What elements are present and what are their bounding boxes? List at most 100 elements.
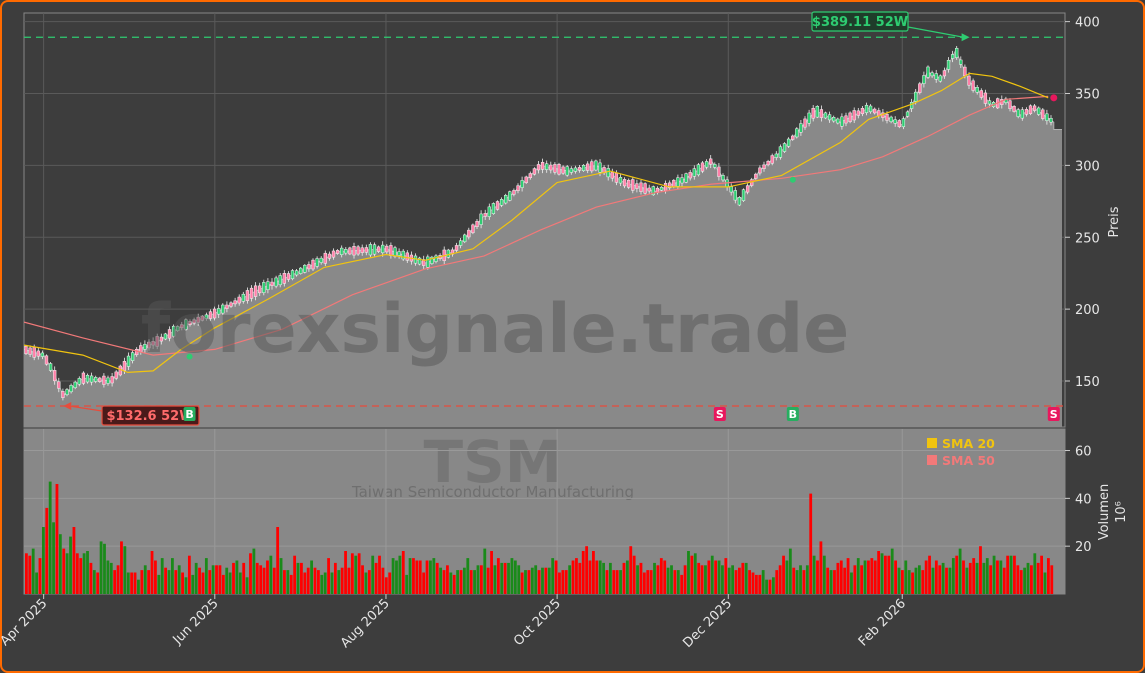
volume-bar: [300, 562, 303, 594]
candle-body: [836, 118, 840, 124]
volume-bar: [890, 548, 894, 594]
volume-bar: [272, 567, 276, 594]
candle-body: [627, 179, 631, 188]
ticker-watermark: TSM: [423, 428, 562, 496]
volume-bar: [598, 560, 602, 594]
volume-bar: [429, 560, 432, 594]
volume-bar: [972, 558, 976, 594]
candle-body: [803, 118, 807, 128]
candle-body: [672, 179, 676, 188]
volume-tick-label: 40: [1075, 492, 1092, 507]
volume-bar: [1023, 567, 1027, 594]
candle-body: [266, 281, 270, 290]
candle-body: [65, 389, 69, 395]
candle-body: [860, 108, 865, 115]
candle-body: [983, 92, 988, 104]
volume-bar: [1026, 562, 1030, 594]
volume-bar: [306, 567, 310, 594]
candle-body: [1032, 105, 1037, 111]
volume-bar: [459, 570, 463, 594]
candle-body: [389, 245, 393, 256]
volume-bar: [792, 567, 796, 594]
volume-bar: [568, 565, 572, 594]
volume-bar: [86, 551, 89, 594]
volume-bar: [198, 567, 201, 594]
candle-marks: [24, 45, 1058, 401]
volume-bar: [530, 567, 534, 594]
candle-body: [1024, 109, 1029, 115]
price-tick-label: 250: [1075, 231, 1100, 246]
volume-bar: [52, 522, 55, 594]
signal-label: B: [789, 408, 797, 421]
volume-bar: [378, 555, 381, 594]
candle-body: [245, 290, 250, 301]
candle-body: [975, 87, 979, 93]
volume-bar: [340, 567, 344, 594]
volume-bar: [269, 555, 273, 594]
volume-bar: [418, 560, 422, 594]
volume-bar: [181, 572, 184, 594]
volume-bar: [676, 570, 680, 594]
candle-body: [225, 304, 229, 309]
candle-body: [1041, 109, 1045, 119]
volume-bar: [28, 555, 32, 594]
volume-bar: [673, 570, 677, 594]
volume-bar: [558, 572, 561, 594]
volume-bar: [286, 570, 290, 594]
candle-body: [614, 172, 619, 183]
volume-bar: [25, 553, 28, 594]
volume-bar: [625, 560, 629, 594]
candle-body: [24, 345, 28, 354]
candle-body: [323, 252, 327, 264]
volume-bar: [887, 555, 891, 594]
volume-bar: [500, 562, 504, 594]
volume-bar: [238, 572, 242, 594]
candle-body: [832, 117, 836, 122]
volume-bar: [384, 577, 388, 594]
candle-body: [155, 336, 159, 347]
candle-body: [102, 375, 106, 385]
candle-body: [274, 277, 278, 287]
volume-bar: [62, 548, 66, 594]
candle-body: [262, 282, 266, 293]
volume-bar: [204, 558, 208, 594]
candle-body: [385, 245, 389, 253]
volume-bar: [103, 543, 106, 594]
volume-bar: [534, 565, 538, 594]
volume-bar: [164, 567, 168, 594]
candle-body: [196, 316, 200, 323]
volume-bar: [116, 565, 120, 594]
candle-body: [848, 112, 852, 123]
candle-body: [114, 371, 118, 379]
volume-bar: [242, 562, 246, 594]
volume-bar: [738, 567, 741, 594]
volume-bar: [496, 558, 500, 594]
volume-bar: [235, 560, 239, 594]
candle-body: [61, 391, 65, 398]
volume-bar: [1040, 555, 1043, 594]
candle-body: [331, 250, 336, 258]
volume-bar: [717, 560, 721, 594]
candle-body: [946, 60, 951, 70]
volume-bar: [211, 565, 215, 594]
candle-body: [69, 384, 73, 393]
volume-bar: [89, 562, 93, 594]
volume-bar: [208, 570, 212, 594]
volume-bar: [653, 562, 656, 594]
candle-body: [495, 201, 500, 210]
candle-body: [221, 304, 225, 314]
volume-bar: [724, 558, 728, 594]
candle-body: [467, 229, 471, 238]
volume-bar: [1019, 570, 1023, 594]
signal-label: S: [1050, 408, 1058, 421]
candle-body: [733, 190, 737, 201]
volume-bar: [249, 553, 252, 594]
volume-bar: [948, 567, 952, 594]
volume-bar: [836, 562, 840, 594]
sma50-line: [24, 95, 1049, 356]
volume-bar: [347, 567, 351, 594]
volume-bar: [768, 579, 772, 594]
volume-bar: [843, 567, 847, 594]
volume-bar: [109, 562, 113, 594]
volume-bar: [1046, 558, 1050, 594]
